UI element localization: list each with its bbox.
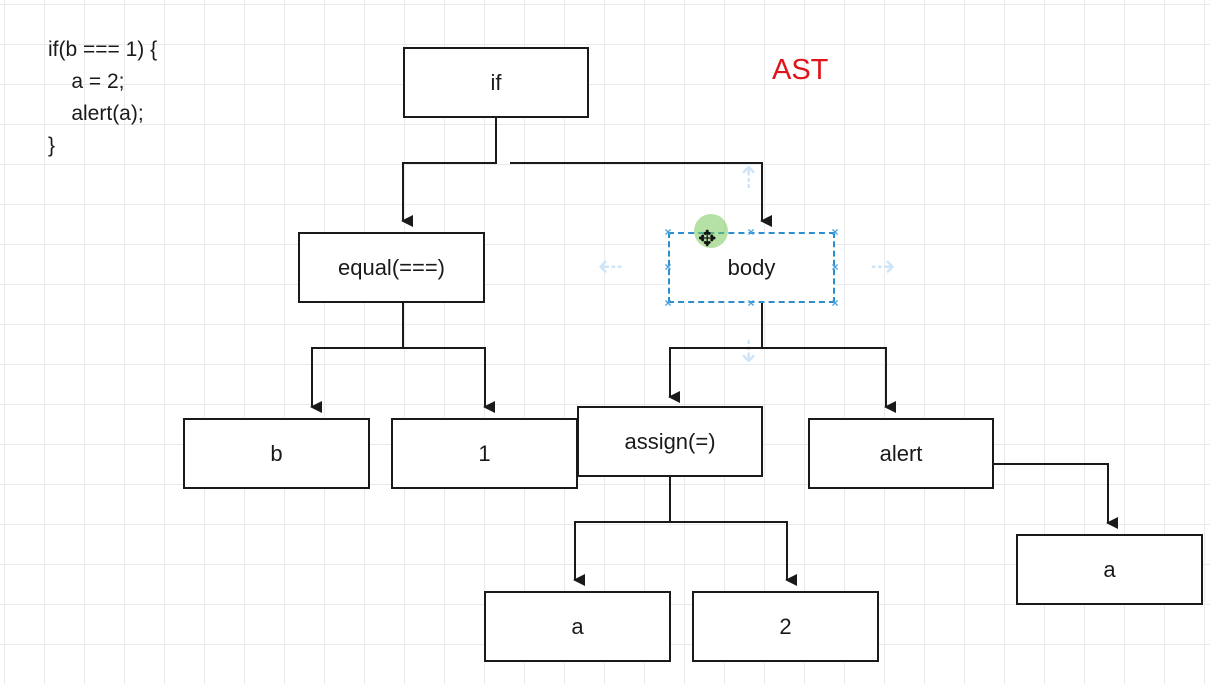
resize-handle[interactable]: × [831,225,839,239]
edge-if-body [510,162,772,227]
resize-handle[interactable]: × [747,296,755,310]
edge-assign-a [573,476,671,586]
edge-alert-a [993,463,1118,529]
node-label: alert [879,440,923,466]
resize-handle[interactable]: × [831,296,839,310]
node-alert[interactable]: alert [808,418,994,489]
code-line: if(b === 1) { [48,38,158,61]
edge-body-alert [762,347,896,413]
node-label: b [270,440,283,466]
node-label: assign(=) [624,428,716,454]
code-line: } [48,134,56,157]
code-line: a = 2; [48,70,125,93]
node-assign-two[interactable]: 2 [692,591,879,662]
edge-if-equal [401,118,497,227]
edge-equal-one [403,347,495,413]
node-label: 2 [779,613,792,639]
resize-handle[interactable]: × [664,260,672,274]
hover-highlight [694,214,728,248]
code-line: alert(a); [48,102,144,125]
node-one[interactable]: 1 [391,418,578,489]
edge-equal-b [310,302,404,413]
node-assign-a[interactable]: a [484,591,671,662]
node-if[interactable]: if [403,47,589,118]
move-guide-right-icon: ⇢ [870,250,896,283]
node-label: if [490,69,502,95]
move-guide-up-icon: ⇡ [736,162,762,195]
move-guide-down-icon: ⇣ [736,336,762,369]
node-b[interactable]: b [183,418,370,489]
move-guide-left-icon: ⇠ [598,250,624,283]
source-code: if(b === 1) { a = 2; alert(a); } [48,34,157,162]
node-label: a [1103,556,1116,582]
node-equal[interactable]: equal(===) [298,232,485,303]
resize-handle[interactable]: × [831,260,839,274]
node-label: body [727,254,776,280]
resize-handle[interactable]: × [664,296,672,310]
move-cursor-icon: ✥ [698,226,717,251]
node-alert-arg-a[interactable]: a [1016,534,1203,605]
resize-handle[interactable]: × [664,225,672,239]
node-label: equal(===) [337,254,446,280]
node-assign[interactable]: assign(=) [577,406,763,477]
node-body[interactable]: body [668,232,835,303]
ast-title: AST [772,54,829,86]
edge-assign-two [670,521,797,586]
node-label: a [571,613,584,639]
resize-handle[interactable]: × [747,225,755,239]
node-label: 1 [478,440,491,466]
